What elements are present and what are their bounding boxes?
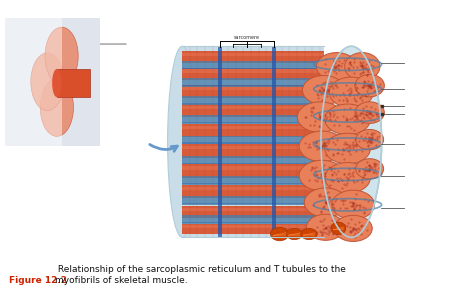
Ellipse shape xyxy=(325,163,370,193)
Bar xyxy=(182,156,324,164)
Ellipse shape xyxy=(52,69,62,97)
Bar xyxy=(182,142,324,144)
Bar xyxy=(182,164,324,178)
Bar xyxy=(182,46,324,237)
Ellipse shape xyxy=(325,104,370,135)
Bar xyxy=(182,196,324,205)
Bar xyxy=(182,208,324,211)
Bar xyxy=(182,86,324,90)
Ellipse shape xyxy=(301,228,317,240)
Bar xyxy=(182,166,324,170)
Bar xyxy=(182,124,324,137)
Ellipse shape xyxy=(31,53,64,111)
Bar xyxy=(182,203,324,204)
Bar xyxy=(182,67,324,69)
Text: Figure 12.2: Figure 12.2 xyxy=(9,276,67,285)
Ellipse shape xyxy=(302,76,345,105)
Ellipse shape xyxy=(329,77,374,108)
Ellipse shape xyxy=(321,46,382,237)
Bar xyxy=(182,78,324,87)
Bar xyxy=(182,135,324,144)
Ellipse shape xyxy=(168,46,197,237)
Bar xyxy=(182,104,324,117)
Bar xyxy=(218,46,222,237)
Bar xyxy=(182,176,324,185)
Bar xyxy=(182,215,324,224)
Ellipse shape xyxy=(304,188,347,217)
Bar xyxy=(182,68,324,80)
Bar xyxy=(182,53,324,56)
Ellipse shape xyxy=(331,222,346,235)
Bar xyxy=(182,144,324,158)
Ellipse shape xyxy=(271,227,289,241)
Ellipse shape xyxy=(355,74,384,97)
Bar xyxy=(182,185,324,198)
Ellipse shape xyxy=(355,102,384,124)
Bar xyxy=(182,106,324,109)
Ellipse shape xyxy=(299,160,345,191)
Bar xyxy=(182,146,324,150)
Ellipse shape xyxy=(307,214,345,240)
Bar xyxy=(272,46,276,237)
Bar xyxy=(5,18,62,146)
Bar xyxy=(182,187,324,190)
Bar xyxy=(182,85,324,86)
Bar xyxy=(182,69,324,73)
Ellipse shape xyxy=(286,228,302,240)
Bar xyxy=(182,61,324,69)
Ellipse shape xyxy=(332,190,374,219)
Bar xyxy=(182,222,324,223)
Ellipse shape xyxy=(317,53,357,81)
Bar xyxy=(182,163,324,164)
Text: Relationship of the sarcoplasmic reticulum and T tubules to the
myofibrils of sk: Relationship of the sarcoplasmic reticul… xyxy=(55,265,346,285)
Bar xyxy=(182,96,324,105)
Ellipse shape xyxy=(299,131,345,162)
Bar xyxy=(182,51,324,63)
Ellipse shape xyxy=(356,159,383,179)
Bar xyxy=(182,115,324,124)
Bar xyxy=(182,225,324,228)
Bar xyxy=(182,84,324,98)
Bar xyxy=(182,206,324,218)
Ellipse shape xyxy=(45,27,78,85)
Bar xyxy=(182,224,324,234)
Ellipse shape xyxy=(325,133,370,164)
Ellipse shape xyxy=(356,129,383,150)
Text: sarcomere: sarcomere xyxy=(234,34,260,39)
Bar xyxy=(57,69,90,97)
Bar xyxy=(182,122,324,124)
Bar xyxy=(182,126,324,129)
Ellipse shape xyxy=(40,79,73,136)
Ellipse shape xyxy=(334,215,372,241)
Bar xyxy=(182,183,324,184)
Ellipse shape xyxy=(345,53,380,81)
Bar xyxy=(182,103,324,104)
Ellipse shape xyxy=(297,102,343,132)
